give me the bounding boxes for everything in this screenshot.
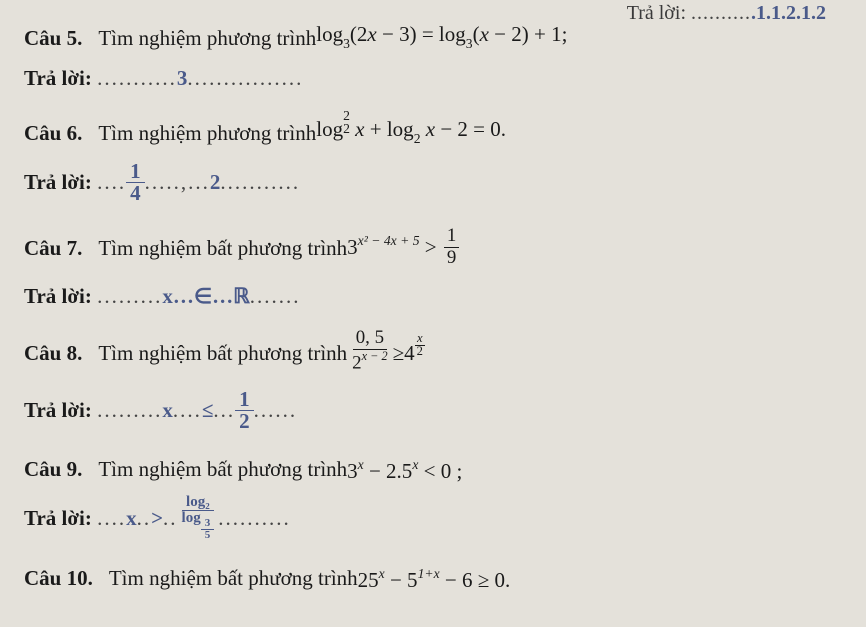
q9-hand-frac: log₂ log35 [178, 495, 219, 541]
q9-text: Tìm nghiệm bất phương trình [98, 453, 347, 485]
q5-eq: log3(2x − 3) = log3(x − 2) + 1; [316, 18, 567, 58]
q7-line: Câu 7. Tìm nghiệm bất phương trình 3x² −… [24, 226, 842, 270]
q10-label: Câu 10. [24, 562, 93, 594]
q10-line: Câu 10. Tìm nghiệm bất phương trình 25x … [24, 559, 842, 596]
q8-line: Câu 8. Tìm nghiệm bất phương trình 0, 5 … [24, 331, 842, 375]
q6-text: Tìm nghiệm phương trình [98, 117, 316, 149]
q8-eq: 0, 5 2x − 2 ≥ 4x2 [347, 331, 425, 375]
q7-hand: x…∈…ℝ [162, 284, 249, 309]
q6-label: Câu 6. [24, 117, 82, 149]
q9-hand-gt: > [151, 506, 163, 531]
question-10: Câu 10. Tìm nghiệm bất phương trình 25x … [24, 559, 842, 596]
q8-answer-label: Trả lời: [24, 398, 92, 423]
q9-dots2: .......... [218, 506, 291, 531]
q6-dots3: ........... [220, 170, 300, 195]
question-8: Câu 8. Tìm nghiệm bất phương trình 0, 5 … [24, 331, 842, 432]
q6-dots: .... [97, 170, 126, 195]
q6-dots2: .....,... [145, 170, 210, 195]
q9-answer-label: Trả lời: [24, 506, 92, 531]
q7-eq: 3x² − 4x + 5 > 19 [347, 226, 461, 270]
q5-text: Tìm nghiệm phương trình [98, 22, 316, 54]
q8-hand-frac: 1 2 [235, 389, 254, 432]
q7-frac: 19 [444, 227, 459, 268]
q6-hand2: 2 [210, 170, 221, 195]
q8-lhs-frac: 0, 5 2x − 2 [349, 329, 390, 373]
q6-line: Câu 6. Tìm nghiệm phương trình log22 x +… [24, 113, 842, 153]
top-answer-dots: .......... [691, 2, 751, 25]
q8-answer: Trả lời: ......... x .... ≤ ... 1 2 ....… [24, 389, 842, 432]
q5-label: Câu 5. [24, 22, 82, 54]
question-7: Câu 7. Tìm nghiệm bất phương trình 3x² −… [24, 226, 842, 309]
q7-dots2: ....... [250, 284, 301, 309]
q9-dots: .... [97, 506, 126, 531]
q7-dots: ......... [97, 284, 162, 309]
question-5: Câu 5. Tìm nghiệm phương trình log3(2x −… [24, 18, 842, 91]
top-answer-label: Trả lời: [627, 2, 686, 25]
q7-label: Câu 7. [24, 232, 82, 264]
q8-text: Tìm nghiệm bất phương trình [98, 337, 347, 369]
q6-eq: log22 x + log2 x − 2 = 0. [316, 113, 506, 153]
q9-hand-x: x [126, 506, 137, 531]
q8-hand-leq: ≤ [202, 398, 214, 423]
question-9: Câu 9. Tìm nghiệm bất phương trình 3x − … [24, 450, 842, 541]
q10-eq: 25x − 51+x − 6 ≥ 0. [358, 559, 511, 596]
q7-answer-label: Trả lời: [24, 284, 92, 309]
q9-line: Câu 9. Tìm nghiệm bất phương trình 3x − … [24, 450, 842, 487]
q5-answer: Trả lời: ........... 3 ................ [24, 66, 842, 91]
q7-text: Tìm nghiệm bất phương trình [98, 232, 347, 264]
q8-hand-x: x [162, 398, 173, 423]
q5-dots2: ................ [187, 66, 303, 91]
q10-text: Tìm nghiệm bất phương trình [109, 562, 358, 594]
q5-hand: 3 [177, 66, 188, 91]
q8-rhs-exp: x2 [415, 333, 425, 358]
q8-dots2: ...... [254, 398, 298, 423]
q7-answer: Trả lời: ......... x…∈…ℝ ....... [24, 284, 842, 309]
exam-page: Câu 5. Tìm nghiệm phương trình log3(2x −… [0, 0, 866, 596]
top-answer-hand: .1.1.2.1.2 [751, 2, 826, 25]
q9-label: Câu 9. [24, 453, 82, 485]
q8-label: Câu 8. [24, 337, 82, 369]
q6-hand-frac: 1 4 [126, 161, 145, 204]
q5-dots: ........... [97, 66, 177, 91]
top-answer-line: Trả lời: .......... .1.1.2.1.2 [627, 2, 826, 25]
q6-answer: Trả lời: .... 1 4 .....,... 2 ..........… [24, 161, 842, 204]
q9-answer: Trả lời: .... x .. > .. log₂ log35 .....… [24, 495, 842, 541]
q8-dots: ......... [97, 398, 162, 423]
q6-answer-label: Trả lời: [24, 170, 92, 195]
question-6: Câu 6. Tìm nghiệm phương trình log22 x +… [24, 113, 842, 204]
q9-eq: 3x − 2.5x < 0 ; [347, 450, 462, 487]
q5-answer-label: Trả lời: [24, 66, 92, 91]
